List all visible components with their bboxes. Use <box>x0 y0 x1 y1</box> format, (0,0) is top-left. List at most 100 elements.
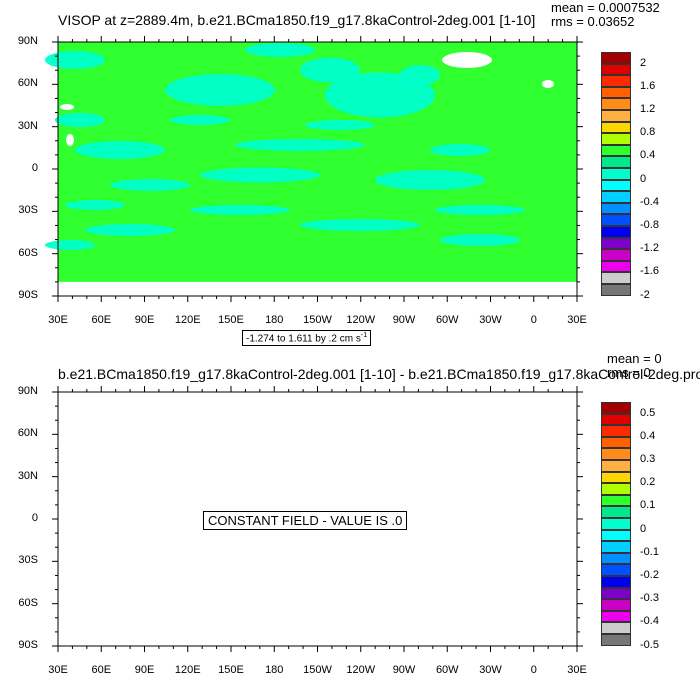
colorbar-box <box>601 214 631 226</box>
colorbar-box <box>601 483 631 495</box>
colorbar-box <box>601 506 631 518</box>
y-tick-label: 90S <box>18 289 38 301</box>
panel2-rms: rms = 0 <box>607 365 651 380</box>
negative-value-patch <box>85 224 175 236</box>
x-tick-label: 60E <box>91 664 112 676</box>
ice-region <box>66 134 74 146</box>
colorbar-label: 0.8 <box>640 126 656 139</box>
x-tick-label: 30W <box>479 314 502 326</box>
y-tick-label: 90S <box>18 639 38 651</box>
colorbar-box <box>601 121 631 134</box>
colorbar-box <box>601 86 631 99</box>
colorbar-box <box>601 599 631 611</box>
colorbar-box <box>601 98 631 110</box>
colorbar-label: 1.6 <box>640 79 656 92</box>
negative-value-patch <box>55 113 105 127</box>
colorbar-box <box>601 168 631 180</box>
ice-region <box>60 104 74 110</box>
x-tick-label: 60W <box>435 314 459 326</box>
y-tick-label: 60N <box>17 427 38 440</box>
colorbar-box <box>601 448 631 460</box>
negative-value-patch <box>45 51 105 69</box>
colorbar-box <box>601 587 631 600</box>
colorbar-box <box>601 402 631 414</box>
colorbar-box <box>601 110 631 122</box>
negative-value-patch <box>375 170 485 190</box>
negative-value-patch <box>245 43 315 57</box>
colorbar-label: 0 <box>640 522 647 535</box>
negative-value-patch <box>440 234 520 246</box>
negative-value-patch <box>300 57 360 83</box>
y-tick-label: 30S <box>18 204 38 217</box>
colorbar-box <box>601 284 631 296</box>
colorbar-label: -1.2 <box>640 242 659 255</box>
negative-value-patch <box>235 139 365 151</box>
colorbar-box <box>601 576 631 588</box>
x-tick-label: 30W <box>479 664 502 676</box>
colorbar-box <box>601 144 631 157</box>
negative-value-patch <box>170 115 230 125</box>
x-tick-label: 30E <box>567 314 587 326</box>
colorbar-box <box>601 425 631 437</box>
colorbar-box <box>601 518 631 530</box>
negative-value-patch <box>325 72 435 118</box>
colorbar-label: 0 <box>640 172 647 185</box>
colorbar-box <box>601 260 631 273</box>
colorbar-label: 0.5 <box>640 406 656 419</box>
colorbar-box <box>601 226 631 238</box>
colorbar-label: -0.2 <box>640 569 659 581</box>
colorbar-box <box>601 179 631 192</box>
x-tick-label: 120E <box>174 314 201 326</box>
x-tick-label: 30E <box>48 664 68 676</box>
colorbar-box <box>601 436 631 449</box>
negative-value-patch <box>430 144 490 156</box>
x-tick-label: 60W <box>435 664 459 676</box>
x-tick-label: 150E <box>218 664 244 676</box>
y-tick-label: 90N <box>17 385 38 397</box>
x-tick-label: 150W <box>303 664 332 676</box>
negative-value-patch <box>305 120 375 130</box>
y-tick-label: 60S <box>18 246 38 259</box>
y-tick-label: 30S <box>18 554 38 567</box>
negative-value-patch <box>165 74 275 106</box>
panel1-contour-info: -1.274 to 1.611 by .2 cm s-1 <box>242 330 372 347</box>
colorbar-label: 0.4 <box>640 149 656 162</box>
colorbar-label: 0.3 <box>640 453 656 465</box>
colorbar-box <box>601 191 631 203</box>
x-tick-label: 90E <box>134 314 155 326</box>
ice-region <box>542 80 554 88</box>
negative-value-patch <box>190 205 290 215</box>
negative-value-patch <box>200 167 320 183</box>
colorbar-box <box>601 413 631 426</box>
colorbar-box <box>601 156 631 168</box>
y-tick-label: 0 <box>31 162 38 174</box>
colorbar-label: -0.3 <box>640 592 659 605</box>
ice-region <box>442 52 492 68</box>
y-tick-label: 60S <box>18 596 38 609</box>
negative-value-patch <box>435 205 525 215</box>
colorbar-label: -2 <box>640 288 650 301</box>
y-tick-label: 0 <box>31 512 38 524</box>
x-tick-label: 90W <box>392 664 416 676</box>
colorbar-box <box>601 634 631 646</box>
colorbar-box <box>601 552 631 565</box>
colorbar-label: 0.1 <box>640 499 656 512</box>
panel2-axes <box>52 386 583 652</box>
x-tick-label: 120E <box>174 664 201 676</box>
colorbar-box <box>601 610 631 623</box>
y-tick-label: 60N <box>17 77 38 90</box>
x-tick-label: 180 <box>265 314 284 326</box>
colorbar-label: -0.4 <box>640 195 659 208</box>
x-tick-label: 120W <box>346 314 376 326</box>
colorbar-box <box>601 52 631 64</box>
x-tick-label: 60E <box>91 314 112 326</box>
panel1-title: VISOP at z=2889.4m, b.e21.BCma1850.f19_g… <box>58 12 536 28</box>
colorbar-box <box>601 63 631 76</box>
colorbar-box <box>601 494 631 507</box>
colorbar-box <box>601 529 631 542</box>
negative-value-patch <box>75 141 165 159</box>
colorbar-box <box>601 460 631 472</box>
colorbar-box <box>601 249 631 261</box>
panel1-rms: rms = 0.03652 <box>551 14 635 29</box>
